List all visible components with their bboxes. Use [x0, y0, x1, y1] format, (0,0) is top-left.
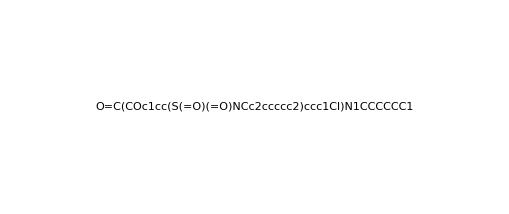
Text: O=C(COc1cc(S(=O)(=O)NCc2ccccc2)ccc1Cl)N1CCCCCC1: O=C(COc1cc(S(=O)(=O)NCc2ccccc2)ccc1Cl)N1… — [96, 102, 413, 112]
